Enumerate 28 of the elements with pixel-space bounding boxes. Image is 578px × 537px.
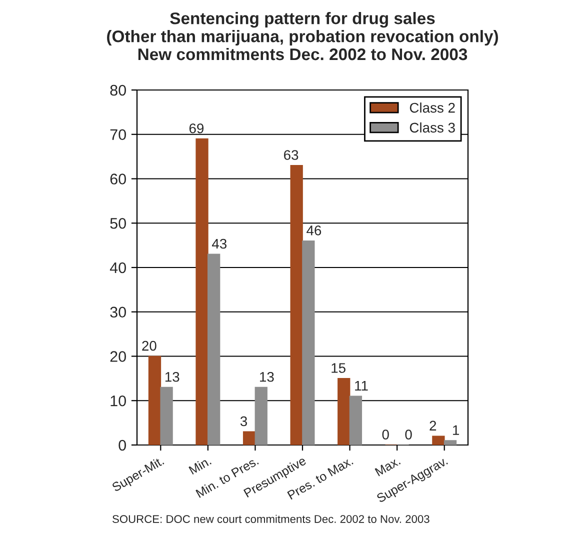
y-tick-label: 60 — [110, 174, 126, 184]
y-tick-label: 80 — [110, 84, 126, 96]
data-label: 63 — [284, 150, 298, 160]
data-label: 2 — [430, 420, 436, 430]
data-label: 15 — [332, 363, 346, 373]
y-tick-label: 70 — [110, 129, 126, 140]
legend-label: Class 3 — [410, 122, 455, 133]
y-tick-label: 30 — [110, 306, 126, 318]
data-label: 20 — [142, 340, 156, 351]
y-tick-label: 0 — [118, 440, 126, 451]
data-label: 13 — [165, 372, 180, 382]
chart-title: Sentencing pattern for drug sales (Other than marijuana, probation revocation only) New commitments Dec. 2002 to Nov. 2003 — [107, 12, 498, 60]
data-label: 13 — [260, 372, 274, 382]
data-label: 3 — [240, 416, 247, 426]
data-label: 43 — [212, 238, 227, 249]
x-tick-label: Min. — [188, 456, 212, 475]
y-tick-label: 10 — [110, 395, 126, 406]
y-tick-label: 40 — [110, 262, 126, 274]
data-label: 0 — [382, 430, 389, 440]
y-tick-label: 50 — [110, 218, 126, 229]
y-tick-label: 20 — [110, 351, 126, 362]
data-label: 69 — [189, 123, 204, 134]
legend-label: Class 2 — [410, 102, 455, 113]
source-note: SOURCE: DOC new court commitments Dec. 2002 to Nov. 2003 — [112, 514, 430, 523]
data-label: 1 — [453, 425, 460, 435]
data-label: 46 — [306, 226, 322, 236]
data-label: 0 — [405, 430, 412, 440]
data-label: 11 — [355, 380, 368, 391]
